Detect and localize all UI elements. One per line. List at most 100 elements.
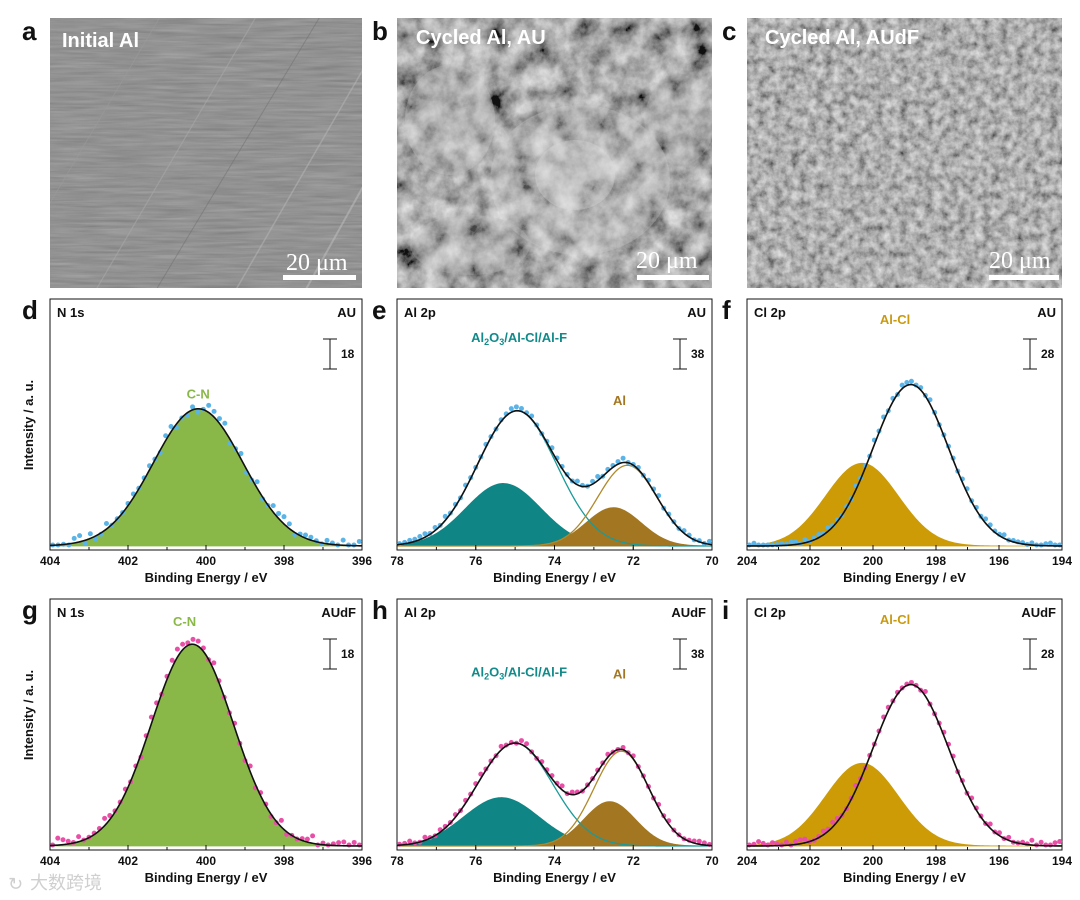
data-point — [1038, 839, 1044, 845]
data-point — [76, 834, 82, 840]
peak-label-part: /Al-Cl/Al-F — [504, 665, 567, 680]
data-point — [103, 521, 109, 527]
panel-letter-c: c — [722, 16, 736, 46]
x-tick-label: 202 — [800, 554, 820, 568]
data-point — [802, 836, 808, 842]
sem-title-a: Initial Al — [62, 30, 139, 52]
scale-label-a: 20 μm — [286, 250, 348, 276]
x-axis-label: Binding Energy / eV — [145, 870, 268, 885]
condition-label: AUdF — [671, 605, 706, 620]
envelope-line — [49, 408, 363, 547]
sem-panel-a: a Initial Al 20 μm — [22, 16, 362, 288]
x-tick-label: 74 — [548, 554, 562, 568]
data-point — [278, 817, 284, 823]
x-tick-label: 202 — [800, 854, 820, 868]
condition-label: AUdF — [1021, 605, 1056, 620]
data-point — [816, 531, 822, 537]
sem-texture-b — [397, 18, 712, 288]
data-point — [788, 539, 794, 545]
x-tick-label: 398 — [274, 854, 294, 868]
panel-letter-i: i — [722, 595, 729, 625]
data-point — [341, 839, 347, 845]
sem-streaks-a — [50, 18, 362, 288]
data-point — [174, 646, 180, 652]
spectrum-title: N 1s — [57, 305, 84, 320]
x-tick-label: 204 — [737, 854, 757, 868]
condition-label: AU — [1037, 305, 1056, 320]
data-point — [340, 537, 346, 543]
data-point — [211, 660, 217, 666]
data-point — [513, 404, 519, 410]
data-point — [303, 532, 309, 538]
y-axis-label-bottom: Intensity / a. u. — [21, 670, 36, 760]
condition-label: AUdF — [321, 605, 356, 620]
sem-particles-b — [405, 65, 712, 275]
xps-panel-g: g 404 402 400 398 396 Binding Energy / eV N 1s A… — [22, 595, 372, 885]
data-point — [1052, 542, 1058, 548]
data-point — [276, 510, 282, 516]
peak-label-part: Al — [471, 665, 484, 680]
spectrum-title: Al 2p — [404, 305, 436, 320]
data-point — [422, 531, 428, 537]
data-point — [830, 819, 836, 825]
scale-label-c: 20 μm — [989, 248, 1051, 274]
peak-label: C-N — [173, 614, 196, 629]
x-tick-label: 76 — [469, 854, 483, 868]
data-point — [304, 836, 310, 842]
data-point — [574, 478, 580, 484]
data-point — [310, 833, 316, 839]
intensity-scale-value: 38 — [691, 347, 705, 361]
xps-panel-f: f 204 202 200 198 196 194 Binding Energy / eV Cl… — [722, 295, 1072, 585]
x-tick-label: 396 — [352, 854, 372, 868]
intensity-scale-value: 18 — [341, 647, 355, 661]
panel-letter-g: g — [22, 595, 38, 625]
data-point — [356, 538, 362, 544]
x-tick-label: 200 — [863, 554, 883, 568]
x-tick-label: 74 — [548, 854, 562, 868]
x-axis-label: Binding Energy / eV — [493, 870, 616, 885]
data-point — [216, 416, 222, 422]
condition-label: AU — [687, 305, 706, 320]
data-point — [308, 534, 314, 540]
peak-label-part: 3 — [499, 337, 504, 347]
envelope-line — [396, 409, 713, 546]
xps-panel-h: h 78 76 74 72 70 Binding Energy / eV Al 2p AUdF 3… — [372, 595, 719, 885]
peak-label-part: /Al-Cl/Al-F — [504, 330, 567, 345]
data-point — [765, 842, 771, 848]
data-point — [498, 743, 504, 749]
data-point — [190, 404, 196, 410]
data-point — [904, 380, 910, 386]
intensity-scale-value: 38 — [691, 647, 705, 661]
x-tick-label: 194 — [1052, 554, 1072, 568]
data-point — [797, 837, 803, 843]
data-point — [168, 423, 174, 429]
data-point — [908, 679, 914, 685]
data-point — [1006, 834, 1012, 840]
peak-label-part: 2 — [484, 337, 489, 347]
x-axis-label: Binding Energy / eV — [493, 570, 616, 585]
data-point — [793, 539, 799, 545]
envelope-line — [49, 643, 362, 847]
data-point — [524, 741, 530, 747]
x-tick-label: 196 — [989, 854, 1009, 868]
peak-label: Al2O3/Al-Cl/Al-F — [471, 330, 567, 347]
x-tick-label: 398 — [274, 554, 294, 568]
data-point — [77, 533, 83, 539]
data-point — [417, 534, 423, 540]
peak-label: C-N — [187, 387, 210, 402]
x-tick-label: 78 — [390, 854, 404, 868]
peak-label: Al — [613, 667, 626, 682]
data-point — [87, 531, 93, 537]
peak-label: Al — [613, 393, 626, 408]
data-point — [825, 524, 831, 530]
data-point — [324, 537, 330, 543]
data-point — [706, 538, 712, 544]
x-tick-label: 70 — [705, 554, 719, 568]
peak-label: Al2O3/Al-Cl/Al-F — [471, 665, 567, 682]
peak-label: Al-Cl — [880, 312, 910, 327]
data-point — [765, 542, 771, 548]
data-point — [899, 382, 905, 388]
panel-letter-h: h — [372, 595, 388, 625]
data-point — [908, 378, 914, 384]
peak-label-part: 3 — [499, 672, 504, 682]
